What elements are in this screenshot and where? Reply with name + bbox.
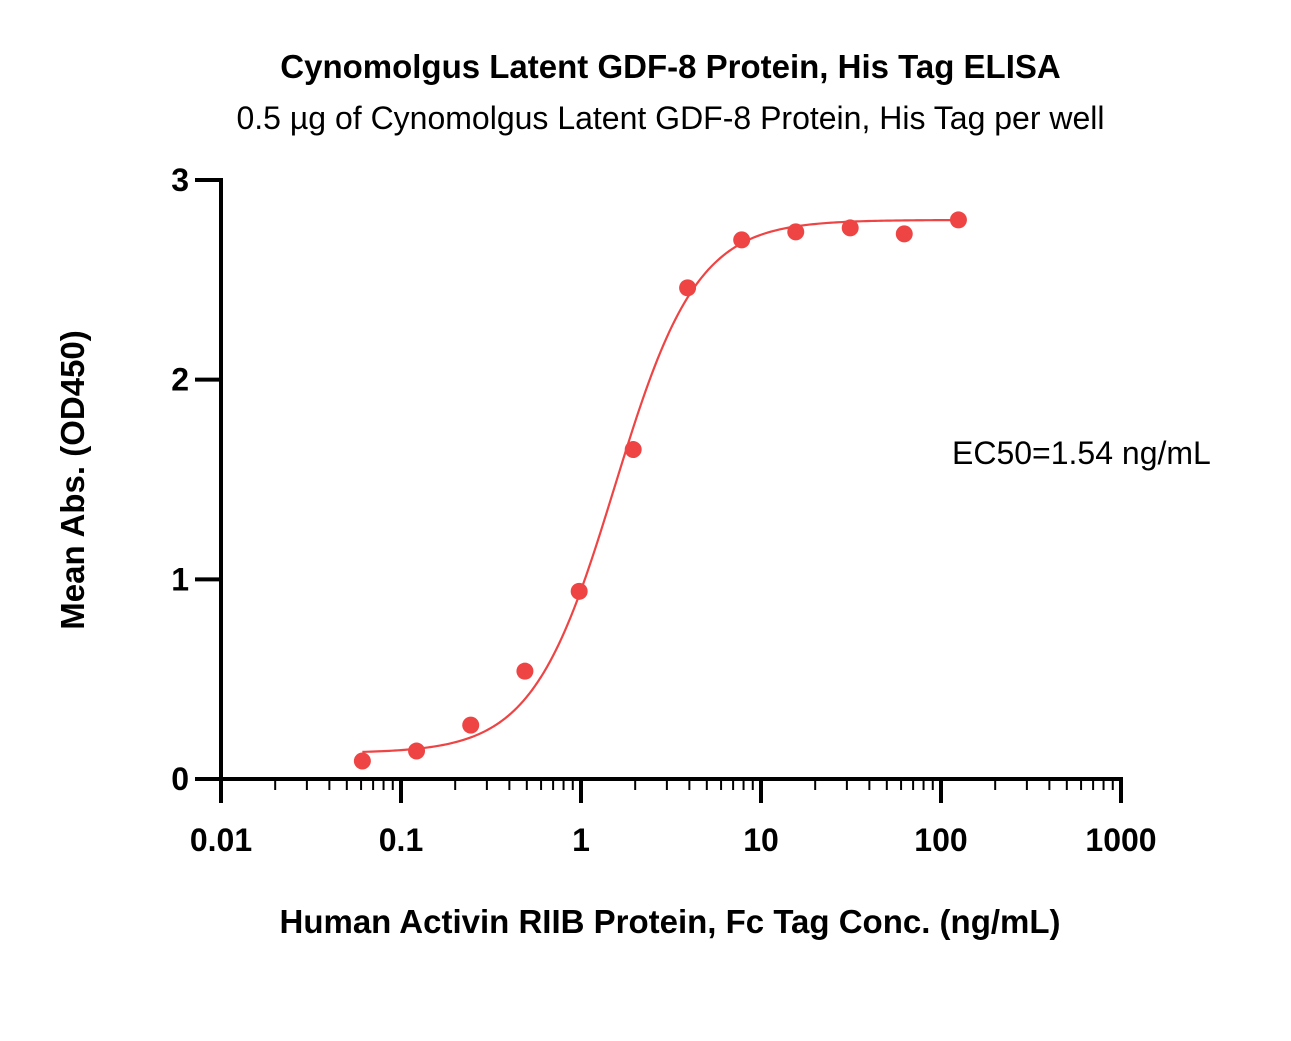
y-tick-label: 1 xyxy=(171,561,189,597)
data-point xyxy=(679,279,697,297)
ec50-annotation: EC50=1.54 ng/mL xyxy=(952,435,1211,471)
x-tick-label: 100 xyxy=(914,822,967,858)
data-points xyxy=(353,211,967,770)
data-point xyxy=(787,223,805,241)
data-point xyxy=(624,441,642,459)
fit-curve xyxy=(362,218,959,753)
data-point xyxy=(516,662,534,680)
data-point xyxy=(841,219,859,237)
data-point xyxy=(353,752,371,770)
data-point xyxy=(462,716,480,734)
x-tick-label: 1 xyxy=(572,822,590,858)
chart-subtitle: 0.5 µg of Cynomolgus Latent GDF-8 Protei… xyxy=(236,100,1105,136)
x-tick-label: 1000 xyxy=(1085,822,1156,858)
data-point xyxy=(733,231,751,249)
x-tick-label: 0.1 xyxy=(379,822,423,858)
data-point xyxy=(895,225,913,243)
y-tick-label: 2 xyxy=(171,362,189,398)
x-tick-label: 0.01 xyxy=(190,822,252,858)
y-axis-ticks: 0 1 2 3 xyxy=(171,162,221,797)
axes xyxy=(219,178,1123,781)
y-tick-label: 0 xyxy=(171,761,189,797)
chart-title: Cynomolgus Latent GDF-8 Protein, His Tag… xyxy=(280,48,1061,85)
data-point xyxy=(949,211,967,229)
x-tick-label: 10 xyxy=(743,822,779,858)
data-point xyxy=(408,742,426,760)
data-point xyxy=(570,582,588,600)
y-tick-label: 3 xyxy=(171,162,189,198)
x-axis-ticks: 0.01 0.1 1 10 100 1000 xyxy=(190,779,1157,858)
y-axis-label: Mean Abs. (OD450) xyxy=(54,330,91,630)
x-axis-label: Human Activin RIIB Protein, Fc Tag Conc.… xyxy=(279,903,1060,940)
